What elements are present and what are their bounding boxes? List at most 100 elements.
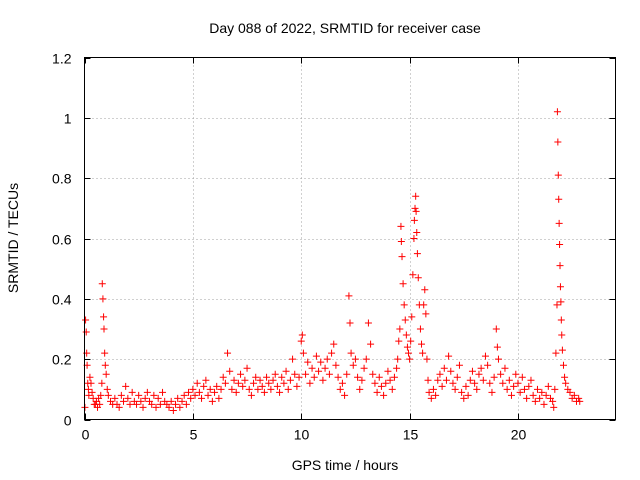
data-point bbox=[486, 379, 494, 387]
data-point bbox=[295, 373, 303, 381]
data-point bbox=[375, 373, 383, 381]
data-point bbox=[317, 358, 325, 366]
data-point bbox=[204, 391, 212, 399]
data-point bbox=[468, 367, 476, 375]
data-point bbox=[102, 370, 110, 378]
data-point bbox=[421, 286, 429, 294]
data-point bbox=[180, 391, 188, 399]
data-point bbox=[291, 370, 299, 378]
data-point bbox=[319, 376, 327, 384]
data-point bbox=[85, 391, 93, 399]
data-point bbox=[416, 325, 424, 333]
data-point bbox=[551, 385, 559, 393]
data-point bbox=[286, 376, 294, 384]
data-point bbox=[492, 325, 500, 333]
data-point bbox=[88, 388, 96, 396]
data-point bbox=[159, 388, 167, 396]
data-point bbox=[410, 216, 418, 224]
data-point bbox=[299, 349, 307, 357]
x-tick-label: 10 bbox=[294, 427, 310, 443]
data-point bbox=[97, 391, 105, 399]
data-point bbox=[200, 382, 208, 390]
data-point bbox=[101, 361, 109, 369]
data-point bbox=[520, 385, 528, 393]
data-point bbox=[479, 376, 487, 384]
data-point bbox=[423, 355, 431, 363]
x-tick-label: 15 bbox=[403, 427, 419, 443]
data-point bbox=[103, 385, 111, 393]
data-point bbox=[165, 403, 173, 411]
data-point bbox=[308, 364, 316, 372]
data-point bbox=[232, 388, 240, 396]
data-point bbox=[195, 388, 203, 396]
data-point bbox=[507, 391, 515, 399]
data-point bbox=[556, 241, 564, 249]
data-point bbox=[514, 379, 522, 387]
data-point bbox=[412, 207, 420, 215]
data-point bbox=[576, 397, 584, 405]
data-point bbox=[126, 400, 134, 408]
data-point bbox=[332, 361, 340, 369]
data-point bbox=[473, 385, 481, 393]
data-point bbox=[556, 262, 564, 270]
data-point bbox=[128, 388, 136, 396]
data-point bbox=[345, 292, 353, 300]
data-point bbox=[82, 316, 90, 324]
y-tick-label: 1.2 bbox=[52, 51, 72, 67]
data-point bbox=[263, 373, 271, 381]
y-tick-label: 0.6 bbox=[52, 232, 72, 248]
data-point bbox=[419, 349, 427, 357]
data-point bbox=[104, 391, 112, 399]
data-point bbox=[302, 370, 310, 378]
data-point bbox=[99, 295, 107, 303]
data-point bbox=[271, 370, 279, 378]
data-point bbox=[234, 379, 242, 387]
data-point bbox=[558, 346, 566, 354]
data-point bbox=[202, 376, 210, 384]
data-point bbox=[362, 355, 370, 363]
data-point bbox=[561, 373, 569, 381]
data-point bbox=[360, 364, 368, 372]
data-point bbox=[137, 397, 145, 405]
data-point bbox=[115, 403, 123, 411]
data-point bbox=[455, 361, 463, 369]
data-point bbox=[98, 280, 106, 288]
data-point bbox=[289, 355, 297, 363]
data-point bbox=[219, 373, 227, 381]
data-point bbox=[449, 379, 457, 387]
data-point bbox=[477, 364, 485, 372]
data-point bbox=[542, 391, 550, 399]
data-point bbox=[388, 385, 396, 393]
data-point bbox=[139, 403, 147, 411]
data-point bbox=[310, 373, 318, 381]
data-point bbox=[434, 376, 442, 384]
data-point bbox=[536, 394, 544, 402]
data-point bbox=[510, 382, 518, 390]
data-point bbox=[403, 343, 411, 351]
data-point bbox=[100, 313, 108, 321]
x-tick-label: 5 bbox=[190, 427, 198, 443]
data-point bbox=[554, 171, 562, 179]
data-point bbox=[377, 382, 385, 390]
data-point bbox=[493, 343, 501, 351]
data-point bbox=[278, 373, 286, 381]
data-point bbox=[424, 376, 432, 384]
data-point bbox=[471, 379, 479, 387]
data-point bbox=[230, 376, 238, 384]
data-point bbox=[293, 382, 301, 390]
data-point bbox=[187, 394, 195, 402]
data-point bbox=[141, 394, 149, 402]
chart-title: Day 088 of 2022, SRMTID for receiver cas… bbox=[209, 20, 481, 36]
data-point bbox=[409, 271, 417, 279]
data-point bbox=[400, 301, 408, 309]
data-point bbox=[544, 382, 552, 390]
data-point bbox=[552, 349, 560, 357]
data-point bbox=[280, 379, 288, 387]
data-point bbox=[98, 379, 106, 387]
data-point bbox=[407, 337, 415, 345]
data-point bbox=[154, 394, 162, 402]
data-point bbox=[411, 204, 419, 212]
data-point bbox=[243, 364, 251, 372]
data-point bbox=[82, 328, 90, 336]
